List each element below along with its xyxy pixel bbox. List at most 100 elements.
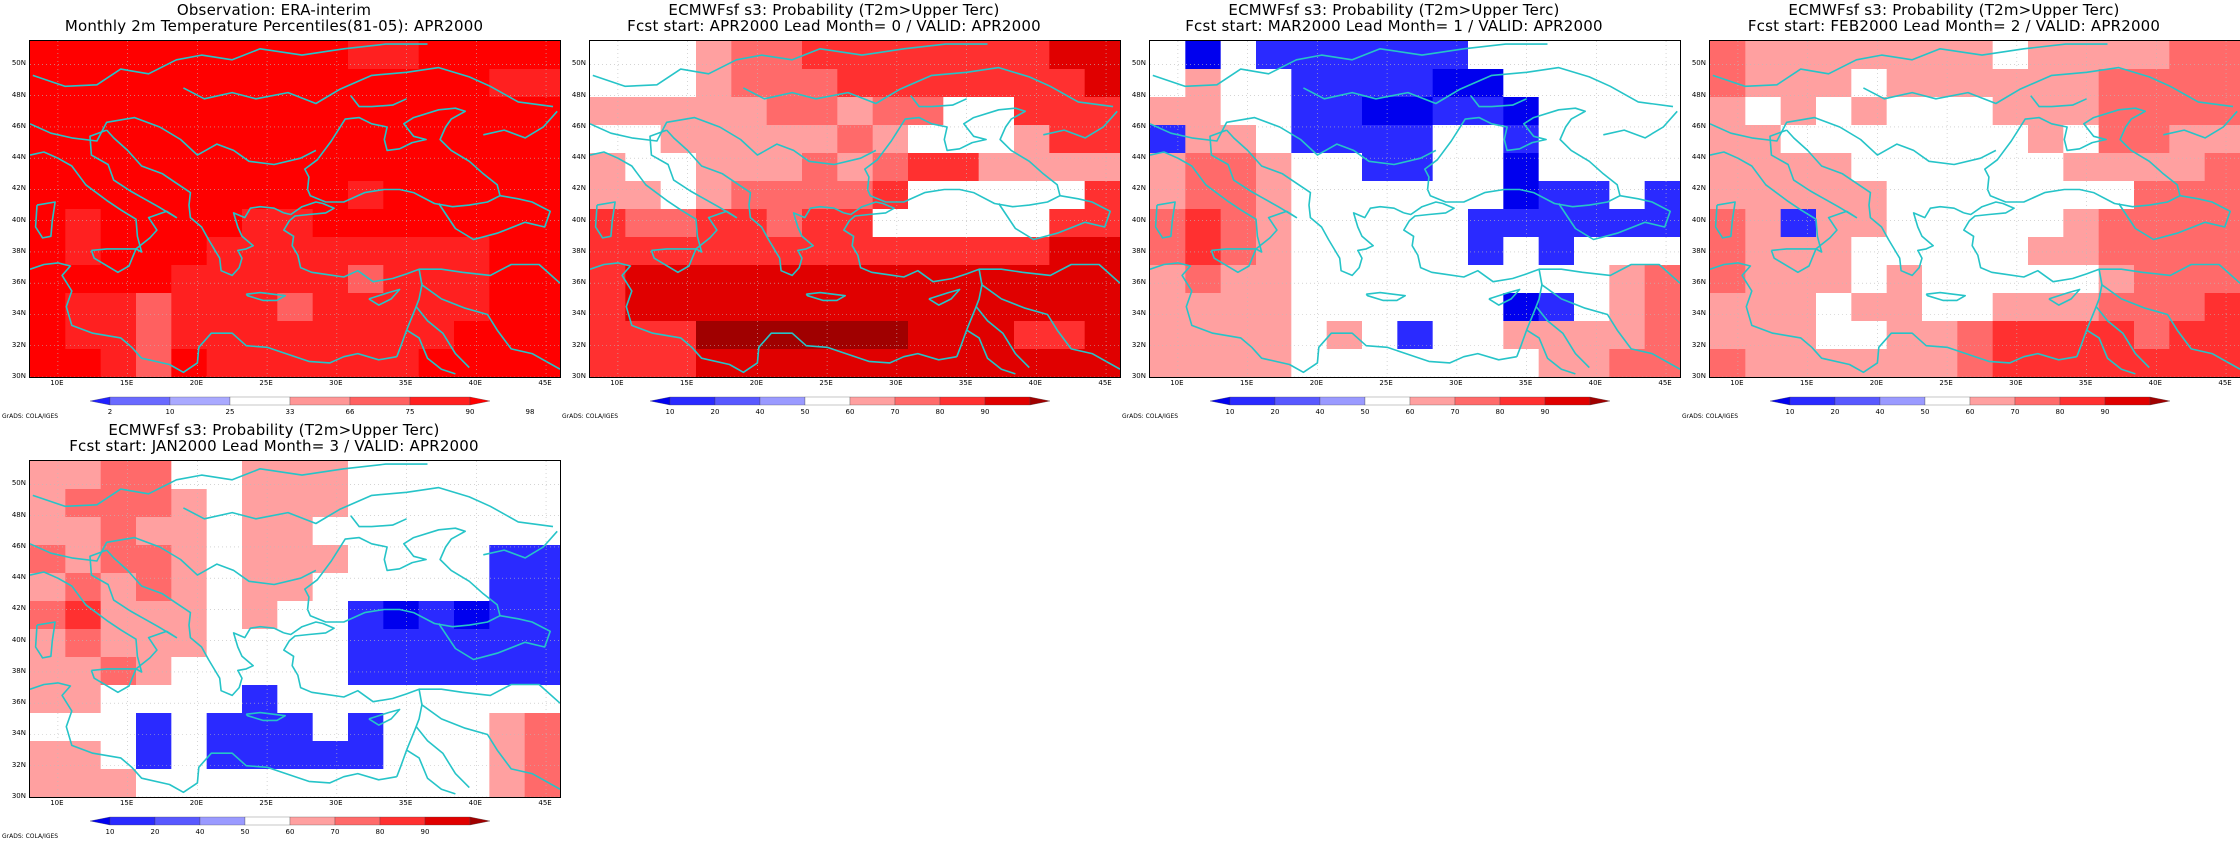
grid-cell [312, 545, 349, 574]
grid-cell [2028, 293, 2064, 322]
grid-cell [1014, 97, 1050, 126]
grid-cell [1538, 97, 1575, 126]
grid-cell [696, 293, 732, 322]
lon-tick-label: 10E [50, 799, 64, 807]
colorbar-segment [109, 396, 171, 406]
grid-cell [1362, 69, 1398, 98]
lat-tick-label: 42N [1691, 184, 1706, 193]
colorbar-segment [289, 396, 351, 406]
grid-cell [242, 153, 278, 182]
coastline [928, 288, 961, 306]
grid-cell [943, 293, 980, 322]
coastline [2048, 288, 2081, 306]
lat-tick-label: 40N [11, 635, 26, 644]
coastline [975, 306, 1030, 369]
grid-cell [524, 97, 560, 126]
colorbar-segment [379, 816, 426, 826]
grid-cell [1084, 125, 1120, 154]
grid-cell [383, 657, 420, 686]
grid-cell [418, 489, 455, 518]
grid-cell [978, 97, 1015, 126]
lat-tick-label: 36N [11, 698, 26, 707]
colorbar-segment [649, 396, 671, 406]
lat-tick-label: 46N [571, 121, 586, 130]
grid-cell [1084, 265, 1120, 294]
lat-tick-label: 42N [571, 184, 586, 193]
grid-cell [1609, 209, 1646, 238]
grid-cell [872, 153, 909, 182]
grid-cell [489, 265, 526, 294]
grid-cell [242, 517, 278, 546]
grid-cell [1432, 237, 1469, 266]
grid-cell [660, 153, 697, 182]
grid-cell [1256, 181, 1292, 210]
lon-tick-label: 35E [958, 379, 973, 387]
grid-cell [872, 125, 909, 154]
coastline [30, 262, 397, 374]
grid-cell [978, 181, 1015, 210]
grid-cell [1397, 41, 1434, 70]
grid-cell [978, 237, 1015, 266]
grid-cell [1014, 293, 1050, 322]
grid-cell [1084, 181, 1120, 210]
grid-cell [2204, 265, 2240, 294]
colorbar-tick-label: 90 [466, 408, 475, 416]
graticule [30, 461, 560, 797]
grid-cell [277, 713, 314, 742]
grid-cell [2028, 153, 2064, 182]
grid-cell [206, 69, 243, 98]
grid-cell [489, 461, 526, 490]
grid-cell [1710, 41, 1746, 70]
lat-tick-label: 34N [11, 309, 26, 318]
grid-cell [1710, 237, 1746, 266]
grid-cell [1150, 153, 1186, 182]
grid-cell [1745, 181, 1782, 210]
grid-cell [2134, 293, 2170, 322]
grid-cell [2028, 125, 2064, 154]
grid-cell [660, 97, 697, 126]
grid-cell [837, 265, 874, 294]
grid-cell [802, 153, 838, 182]
grid-cell [524, 545, 560, 574]
colorbar-tick-label: 80 [1496, 408, 1505, 416]
grid-cell [2098, 349, 2135, 377]
grid-cell [872, 265, 909, 294]
grid-cell [2063, 153, 2100, 182]
lon-tick-label: 10E [50, 379, 64, 387]
grid-cell [1644, 293, 1680, 322]
grid-cell [837, 293, 874, 322]
grid-cell [872, 293, 909, 322]
grid-cell [1256, 293, 1292, 322]
coastline [90, 248, 137, 274]
coastline [438, 614, 552, 661]
colorbar-tick-label: 70 [891, 408, 900, 416]
coastlines [1150, 43, 1680, 375]
coastline [419, 683, 560, 704]
grid-cell [489, 125, 526, 154]
grid-cell [489, 237, 526, 266]
grid-cell [1185, 321, 1222, 350]
grid-cell [1574, 41, 1610, 70]
grid-cell [1574, 97, 1610, 126]
coastline [1603, 110, 1678, 139]
grid-cell [65, 209, 102, 238]
grid-cell [731, 321, 768, 350]
grid-cell [1609, 237, 1646, 266]
panel-subtitle: Fcst start: JAN2000 Lead Month= 3 / VALI… [69, 437, 479, 455]
panel-subtitle: Fcst start: MAR2000 Lead Month= 1 / VALI… [1185, 17, 1603, 35]
colorbar-segment [804, 396, 851, 406]
lat-tick-label: 38N [11, 246, 26, 255]
map-area [29, 460, 561, 798]
grid-cell [206, 153, 243, 182]
grid-cell [2169, 97, 2206, 126]
grid-cell [1609, 41, 1646, 70]
grid-cell [277, 741, 314, 770]
grid-cell [30, 125, 66, 154]
grid-cell [1220, 181, 1257, 210]
coastline [183, 66, 554, 108]
grid-cell [2169, 237, 2206, 266]
grid-cell [1503, 41, 1540, 70]
colorbar-tick-label: 98 [526, 408, 535, 416]
grid-cell [1816, 293, 1852, 322]
lon-tick-label: 35E [1518, 379, 1533, 387]
